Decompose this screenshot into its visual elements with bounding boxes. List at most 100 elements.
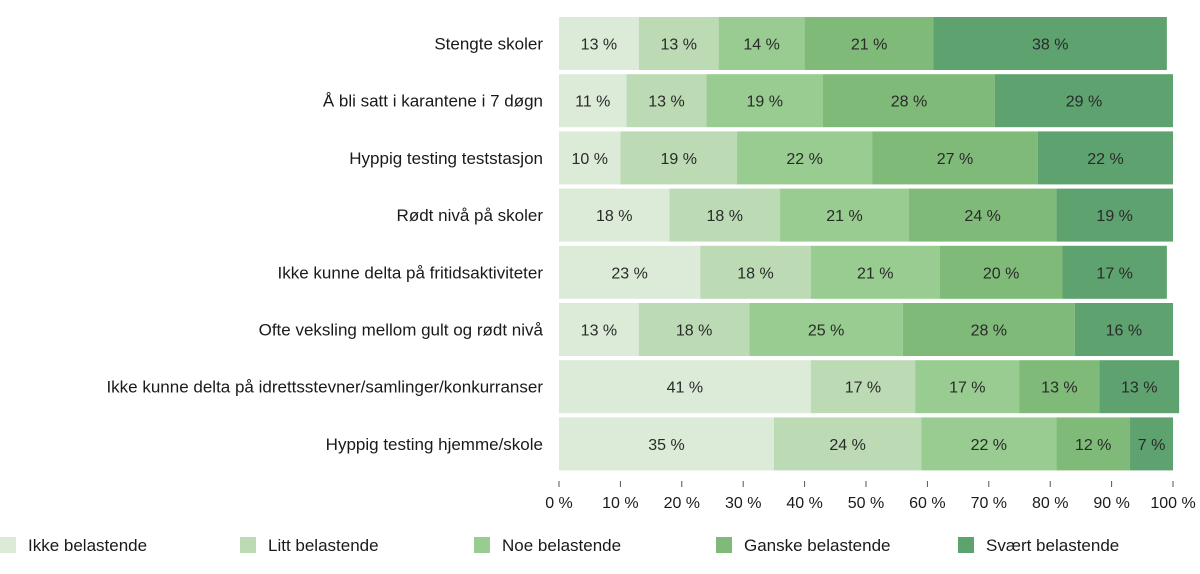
bar-segment-noe-belastende-2 (706, 74, 824, 128)
bar-segment-sv-rt-belastende-6 (1074, 303, 1173, 356)
bar-segment-noe-belastende-5 (810, 245, 940, 299)
bar-segment-noe-belastende-6 (749, 303, 903, 356)
data-label-litt-belastende-8: 24 % (829, 437, 865, 454)
category-label-a-bli-satt-i-karantene-i-7-d-gn: Å bli satt i karantene i 7 døgn (323, 92, 543, 111)
bar-segment-sv-rt-belastende-7 (1099, 360, 1180, 414)
data-label-ikke-belastende-3: 10 % (571, 151, 607, 168)
x-tick-label: 50 % (848, 495, 884, 512)
bar-segment-sv-rt-belastende-2 (994, 74, 1173, 128)
data-label-ikke-belastende-2: 11 % (575, 94, 610, 111)
data-label-noe-belastende-8: 22 % (971, 437, 1007, 454)
x-tick-label: 10 % (602, 495, 638, 512)
category-label-ikke-kunne-delta-pa-idrettsstevner-samlinger-konkurranser: Ikke kunne delta på idrettsstevner/samli… (106, 378, 543, 397)
bar-segment-ikke-belastende-3 (559, 131, 621, 185)
legend: Ikke belastende Litt belastende Noe belast… (0, 536, 1119, 555)
data-label-ikke-belastende-1: 13 % (581, 37, 617, 54)
bar-segment-litt-belastende-2 (626, 74, 707, 128)
bar-segment-ikke-belastende-7 (559, 360, 811, 414)
data-label-ikke-belastende-4: 18 % (596, 208, 632, 225)
data-label-ganske-belastende-5: 20 % (983, 265, 1019, 282)
data-label-litt-belastende-1: 13 % (660, 37, 696, 54)
data-label-litt-belastende-2: 13 % (648, 94, 684, 111)
data-label-noe-belastende-2: 19 % (746, 94, 782, 111)
bar-segment-litt-belastende-3 (620, 131, 738, 185)
bar-segment-noe-belastende-4 (780, 188, 909, 242)
legend-label-litt-belastende: Litt belastende (268, 536, 379, 555)
data-label-ganske-belastende-3: 27 % (937, 151, 973, 168)
data-label-sv-rt-belastende-5: 17 % (1096, 265, 1132, 282)
data-label-noe-belastende-4: 21 % (826, 208, 862, 225)
data-label-sv-rt-belastende-1: 38 % (1032, 37, 1068, 54)
bar-segment-ikke-belastende-6 (559, 303, 639, 356)
data-label-litt-belastende-5: 18 % (737, 265, 773, 282)
bar-segment-ganske-belastende-6 (902, 303, 1075, 356)
x-axis: 0 % 10 % 20 % 30 % 40 % 50 % 60 % 70 % 80 % 90 % 1… (545, 481, 1196, 512)
data-label-ganske-belastende-8: 12 % (1075, 437, 1111, 454)
bar-segment-litt-belastende-8 (773, 417, 922, 471)
bar-segment-noe-belastende-1 (718, 17, 805, 70)
bar-segment-litt-belastende-1 (638, 17, 719, 70)
x-tick-label: 60 % (909, 495, 945, 512)
data-label-sv-rt-belastende-3: 22 % (1087, 151, 1123, 168)
data-label-noe-belastende-1: 14 % (743, 37, 779, 54)
legend-swatch-ikke-belastende (0, 537, 16, 553)
category-label-r-dt-niva-pa-skoler: Rødt nivå på skoler (397, 206, 544, 225)
bar-segment-litt-belastende-4 (669, 188, 781, 242)
bar-segment-ganske-belastende-3 (872, 131, 1038, 185)
bar-segment-noe-belastende-3 (737, 131, 873, 185)
data-label-noe-belastende-5: 21 % (857, 265, 893, 282)
data-label-litt-belastende-3: 19 % (660, 151, 696, 168)
data-label-sv-rt-belastende-7: 13 % (1121, 380, 1157, 397)
bar-segment-sv-rt-belastende-5 (1062, 245, 1167, 299)
legend-swatch-ganske-belastende (716, 537, 732, 553)
category-label-hyppig-testing-teststasjon: Hyppig testing teststasjon (349, 149, 543, 168)
data-label-ganske-belastende-4: 24 % (964, 208, 1000, 225)
legend-swatch-sv-rt-belastende (958, 537, 974, 553)
bar-segment-ikke-belastende-1 (559, 17, 639, 70)
legend-label-noe-belastende: Noe belastende (502, 536, 621, 555)
bar-segment-sv-rt-belastende-4 (1056, 188, 1173, 242)
bar-segment-ganske-belastende-2 (823, 74, 995, 128)
bar-segment-litt-belastende-5 (700, 245, 811, 299)
x-tick-label: 70 % (971, 495, 1007, 512)
bar-segment-ganske-belastende-7 (1019, 360, 1100, 414)
data-label-ganske-belastende-7: 13 % (1041, 380, 1077, 397)
data-label-ganske-belastende-2: 28 % (891, 94, 927, 111)
bar-segment-ikke-belastende-8 (559, 417, 774, 471)
data-label-sv-rt-belastende-2: 29 % (1066, 94, 1102, 111)
bar-segment-noe-belastende-8 (921, 417, 1057, 471)
bar-segment-litt-belastende-7 (810, 360, 916, 414)
x-tick-label: 30 % (725, 495, 761, 512)
data-label-litt-belastende-4: 18 % (707, 208, 743, 225)
bar-segment-ganske-belastende-5 (939, 245, 1063, 299)
data-label-litt-belastende-7: 17 % (845, 380, 881, 397)
data-label-sv-rt-belastende-4: 19 % (1096, 208, 1132, 225)
data-label-ganske-belastende-6: 28 % (971, 323, 1007, 340)
bar-segment-sv-rt-belastende-3 (1037, 131, 1173, 185)
data-label-noe-belastende-6: 25 % (808, 323, 844, 340)
data-label-noe-belastende-3: 22 % (786, 151, 822, 168)
data-label-noe-belastende-7: 17 % (949, 380, 985, 397)
bar-segment-ikke-belastende-2 (559, 74, 627, 128)
x-tick-label: 0 % (545, 495, 573, 512)
legend-label-sv-rt-belastende: Svært belastende (986, 536, 1119, 555)
bar-segment-ganske-belastende-4 (908, 188, 1057, 242)
x-tick-label: 20 % (664, 495, 700, 512)
data-label-ganske-belastende-1: 21 % (851, 37, 887, 54)
x-tick-label: 80 % (1032, 495, 1068, 512)
category-label-ofte-veksling-mellom-gult-og-r-dt-niva: Ofte veksling mellom gult og rødt nivå (259, 321, 544, 340)
bar-segment-ikke-belastende-4 (559, 188, 670, 242)
data-label-litt-belastende-6: 18 % (676, 323, 712, 340)
category-labels: Stengte skoler Å bli satt i karantene i 7… (106, 35, 543, 454)
category-label-ikke-kunne-delta-pa-fritidsaktiviteter: Ikke kunne delta på fritidsaktiviteter (277, 263, 543, 282)
bar-segment-ganske-belastende-1 (804, 17, 934, 70)
legend-label-ganske-belastende: Ganske belastende (744, 536, 891, 555)
bar-segment-litt-belastende-6 (638, 303, 750, 356)
category-label-hyppig-testing-hjemme-skole: Hyppig testing hjemme/skole (326, 435, 543, 454)
bar-segment-ganske-belastende-8 (1056, 417, 1131, 471)
data-label-sv-rt-belastende-6: 16 % (1106, 323, 1142, 340)
bar-segment-noe-belastende-7 (915, 360, 1020, 414)
data-label-ikke-belastende-5: 23 % (611, 265, 647, 282)
legend-swatch-noe-belastende (474, 537, 490, 553)
